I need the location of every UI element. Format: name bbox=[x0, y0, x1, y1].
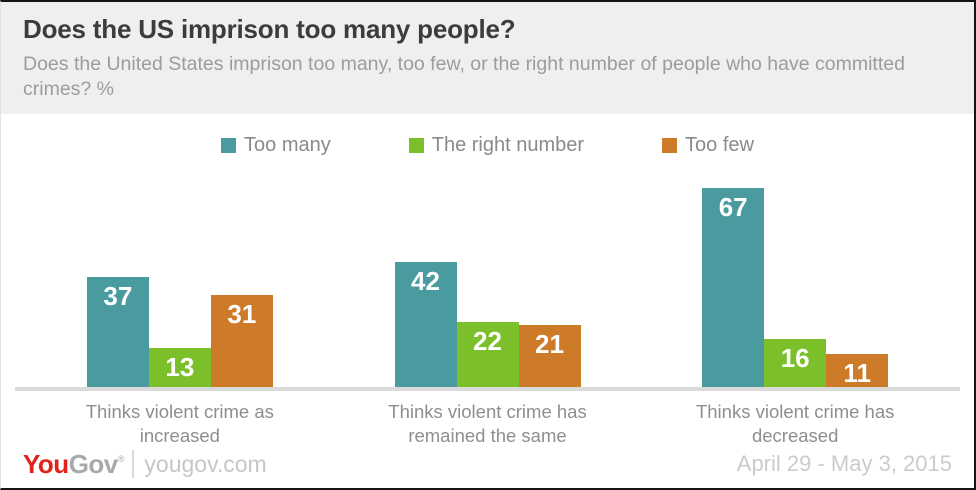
category-labels: Thinks violent crime as increased Thinks … bbox=[1, 400, 974, 448]
bar-value-label: 67 bbox=[718, 192, 748, 222]
legend-label: Too few bbox=[685, 133, 754, 156]
bar: 42 bbox=[394, 262, 457, 387]
site-url: yougov.com bbox=[144, 450, 267, 477]
footer: You Gov ® yougov.com April 29 - May 3, 201… bbox=[1, 448, 974, 488]
bar: 11 bbox=[826, 354, 889, 388]
yougov-logo: You Gov ® yougov.com bbox=[23, 449, 267, 480]
category-label: Thinks violent crime has decreased bbox=[641, 400, 949, 448]
category-label-text: Thinks violent crime has decreased bbox=[695, 401, 895, 447]
bar: 37 bbox=[86, 277, 149, 387]
plot-area: 37 13 31 42 22 21 67 16 11 bbox=[1, 168, 974, 387]
bar: 22 bbox=[456, 322, 519, 387]
legend-item: Too many bbox=[221, 134, 331, 157]
bar: 67 bbox=[702, 188, 765, 387]
legend-label: The right number bbox=[431, 133, 585, 156]
logo-you: You bbox=[23, 448, 69, 479]
date-range: April 29 - May 3, 2015 bbox=[736, 451, 952, 477]
bar-group: 42 22 21 bbox=[334, 262, 642, 387]
bar-group: 37 13 31 bbox=[26, 277, 334, 387]
legend-item: The right number bbox=[408, 133, 585, 157]
bar-value-label: 11 bbox=[843, 358, 871, 388]
category-label-text: Thinks violent crime as increased bbox=[85, 401, 274, 447]
chart-subtitle: Does the United States imprison too many… bbox=[23, 53, 905, 101]
category-label-text: Thinks violent crime has remained the sa… bbox=[388, 401, 587, 447]
bar-value-label: 42 bbox=[411, 266, 440, 296]
bar-value-label: 16 bbox=[780, 343, 810, 373]
category-label: Thinks violent crime has remained the sa… bbox=[334, 400, 642, 448]
bar-value-label: 37 bbox=[103, 281, 133, 311]
logo-separator bbox=[132, 450, 135, 479]
bar: 13 bbox=[148, 348, 211, 387]
bar-value-label: 21 bbox=[535, 329, 564, 359]
legend-item: Too few bbox=[662, 134, 754, 157]
bar: 31 bbox=[210, 295, 273, 387]
registered-trademark-icon: ® bbox=[117, 453, 125, 464]
bar-value-label: 31 bbox=[227, 299, 257, 329]
bar-value-label: 22 bbox=[473, 326, 502, 356]
bar-group: 67 16 11 bbox=[641, 188, 949, 387]
x-axis-line bbox=[15, 387, 960, 391]
bar-value-label: 13 bbox=[165, 352, 195, 382]
legend-label: Too many bbox=[244, 133, 331, 156]
header: Does the US imprison too many people? Do… bbox=[1, 2, 974, 114]
category-label: Thinks violent crime as increased bbox=[26, 400, 334, 448]
bar: 16 bbox=[764, 339, 827, 387]
legend-swatch-icon bbox=[408, 137, 424, 153]
bar: 21 bbox=[518, 325, 581, 387]
chart-title: Does the US imprison too many people? bbox=[23, 14, 516, 44]
legend-swatch-icon bbox=[221, 137, 237, 153]
logo-gov: Gov bbox=[68, 448, 119, 479]
legend: Too many The right number Too few bbox=[1, 130, 974, 160]
legend-swatch-icon bbox=[662, 137, 678, 153]
